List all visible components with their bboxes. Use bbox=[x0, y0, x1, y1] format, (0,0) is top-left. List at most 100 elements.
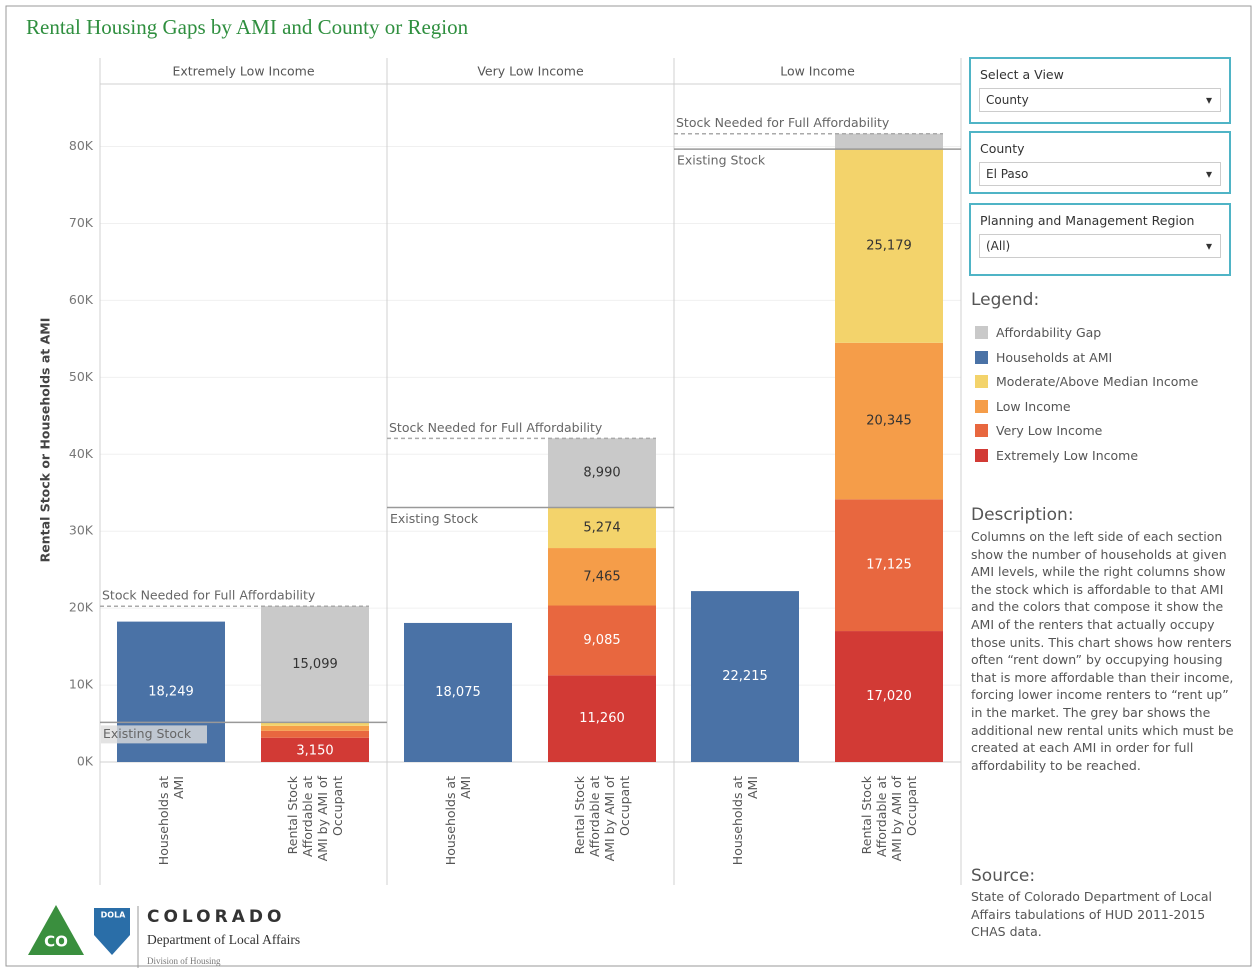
x-tick-label: Households at AMI bbox=[730, 776, 760, 866]
legend-item: Low Income bbox=[975, 399, 1071, 414]
legend-swatch bbox=[975, 375, 988, 389]
bar-segment bbox=[548, 675, 656, 762]
legend-item: Households at AMI bbox=[975, 350, 1112, 365]
legend-swatch bbox=[975, 449, 988, 462]
legend-swatch bbox=[975, 424, 988, 438]
value-label: 9,085 bbox=[583, 633, 620, 648]
legend-label: Very Low Income bbox=[996, 423, 1103, 439]
value-label: 15,099 bbox=[292, 657, 338, 672]
legend-label: Moderate/Above Median Income bbox=[996, 374, 1199, 390]
value-label: 20,345 bbox=[866, 414, 912, 429]
panel-title: Low Income bbox=[780, 64, 855, 79]
legend-item: Affordability Gap bbox=[975, 325, 1101, 340]
bar-segment bbox=[261, 730, 369, 738]
existing-label: Existing Stock bbox=[390, 511, 479, 526]
value-label: 18,249 bbox=[148, 684, 194, 699]
y-tick-label: 10K bbox=[69, 677, 94, 692]
filter-label: County bbox=[980, 141, 1025, 156]
logo-division: Division of Housing bbox=[147, 956, 221, 966]
grid bbox=[100, 146, 961, 763]
bar-segment bbox=[261, 737, 369, 762]
x-tick-label: Households at AMI bbox=[156, 776, 186, 866]
needed-label: Stock Needed for Full Affordability bbox=[676, 115, 890, 130]
y-axis-label: Rental Stock or Households at AMI bbox=[38, 318, 53, 563]
legend-item: Moderate/Above Median Income bbox=[975, 374, 1198, 389]
bar-segment bbox=[548, 438, 656, 508]
legend-label: Extremely Low Income bbox=[996, 448, 1139, 463]
bar-segment bbox=[835, 149, 943, 343]
source-title: Source: bbox=[971, 866, 1036, 886]
bar-segment bbox=[835, 499, 943, 632]
filter-select[interactable]: County bbox=[979, 88, 1221, 112]
logo-badge bbox=[94, 908, 130, 955]
value-label: 7,465 bbox=[583, 569, 620, 584]
panel-title: Very Low Income bbox=[477, 64, 584, 79]
bar-segment bbox=[548, 548, 656, 606]
filter-select[interactable]: El Paso bbox=[979, 162, 1221, 186]
legend-swatch bbox=[975, 350, 988, 364]
value-label: 3,150 bbox=[296, 743, 333, 758]
legend-title: Legend: bbox=[971, 290, 1040, 310]
bar-segment bbox=[548, 507, 656, 549]
x-tick-label: Rental Stock Affordable at AMI by AMI of… bbox=[859, 776, 919, 862]
description-title: Description: bbox=[971, 505, 1074, 525]
value-label: 25,179 bbox=[866, 238, 912, 253]
logo-badge-text: CO bbox=[44, 933, 68, 951]
filter-label: Select a View bbox=[980, 67, 1064, 82]
logo-name: COLORADO bbox=[147, 907, 285, 927]
chart-title: Rental Housing Gaps by AMI and County or… bbox=[26, 15, 469, 39]
frame bbox=[5, 5, 1252, 967]
source-text: State of Colorado Department of Local Af… bbox=[971, 889, 1212, 940]
filter-box[interactable]: Select a View County bbox=[969, 57, 1231, 124]
bar-segment bbox=[261, 725, 369, 731]
existing-label-bg bbox=[101, 725, 207, 744]
logo-mountain bbox=[28, 905, 84, 955]
value-label: 8,990 bbox=[583, 465, 620, 480]
bar-segment bbox=[548, 605, 656, 676]
bar-segment bbox=[835, 631, 943, 762]
existing-label: Existing Stock bbox=[677, 153, 766, 168]
y-tick-label: 70K bbox=[69, 215, 94, 230]
bar-segment bbox=[261, 722, 369, 726]
legend-swatch bbox=[975, 326, 988, 339]
description-text: Columns on the left side of each section… bbox=[971, 529, 1234, 773]
x-tick-label: Rental Stock Affordable at AMI by AMI of… bbox=[572, 776, 632, 862]
bar-segment bbox=[835, 133, 943, 150]
value-label: 17,020 bbox=[866, 689, 912, 704]
existing-label: Existing Stock bbox=[103, 726, 192, 741]
bar-segment bbox=[835, 342, 943, 500]
filter-box[interactable]: County El Paso bbox=[969, 131, 1231, 194]
legend-label: Affordability Gap bbox=[996, 325, 1102, 340]
value-label: 5,274 bbox=[583, 520, 620, 535]
y-tick-label: 30K bbox=[69, 523, 94, 538]
y-tick-label: 60K bbox=[69, 292, 94, 307]
logo: DOLA CO COLORADO Department of Local Aff… bbox=[28, 905, 300, 968]
filter-label: Planning and Management Region bbox=[980, 213, 1195, 228]
bar-segment bbox=[691, 591, 799, 762]
needed-label: Stock Needed for Full Affordability bbox=[389, 420, 603, 435]
y-tick-label: 20K bbox=[69, 600, 94, 615]
x-tick-label: Households at AMI bbox=[443, 776, 473, 866]
legend-item: Very Low Income bbox=[975, 423, 1102, 438]
logo-badge-top: DOLA bbox=[101, 911, 127, 920]
y-tick-label: 40K bbox=[69, 446, 94, 461]
value-label: 22,215 bbox=[722, 669, 768, 684]
value-label: 17,125 bbox=[866, 558, 912, 573]
logo-department: Department of Local Affairs bbox=[147, 932, 300, 947]
y-tick-label: 80K bbox=[69, 138, 94, 153]
panel-title: Extremely Low Income bbox=[172, 64, 314, 79]
legend-swatch bbox=[975, 399, 988, 413]
x-tick-label: Rental Stock Affordable at AMI by AMI of… bbox=[285, 776, 345, 862]
legend-item: Extremely Low Income bbox=[975, 448, 1138, 463]
bar-segment bbox=[404, 622, 512, 762]
value-label: 18,075 bbox=[435, 685, 481, 700]
filter-select[interactable]: (All) bbox=[979, 234, 1221, 258]
filter-box[interactable]: Planning and Management Region (All) bbox=[969, 203, 1231, 276]
y-tick-label: 50K bbox=[69, 369, 94, 384]
y-tick-label: 0K bbox=[77, 754, 94, 769]
needed-label: Stock Needed for Full Affordability bbox=[102, 588, 316, 603]
value-label: 11,260 bbox=[579, 711, 625, 726]
legend-label: Low Income bbox=[996, 398, 1071, 414]
